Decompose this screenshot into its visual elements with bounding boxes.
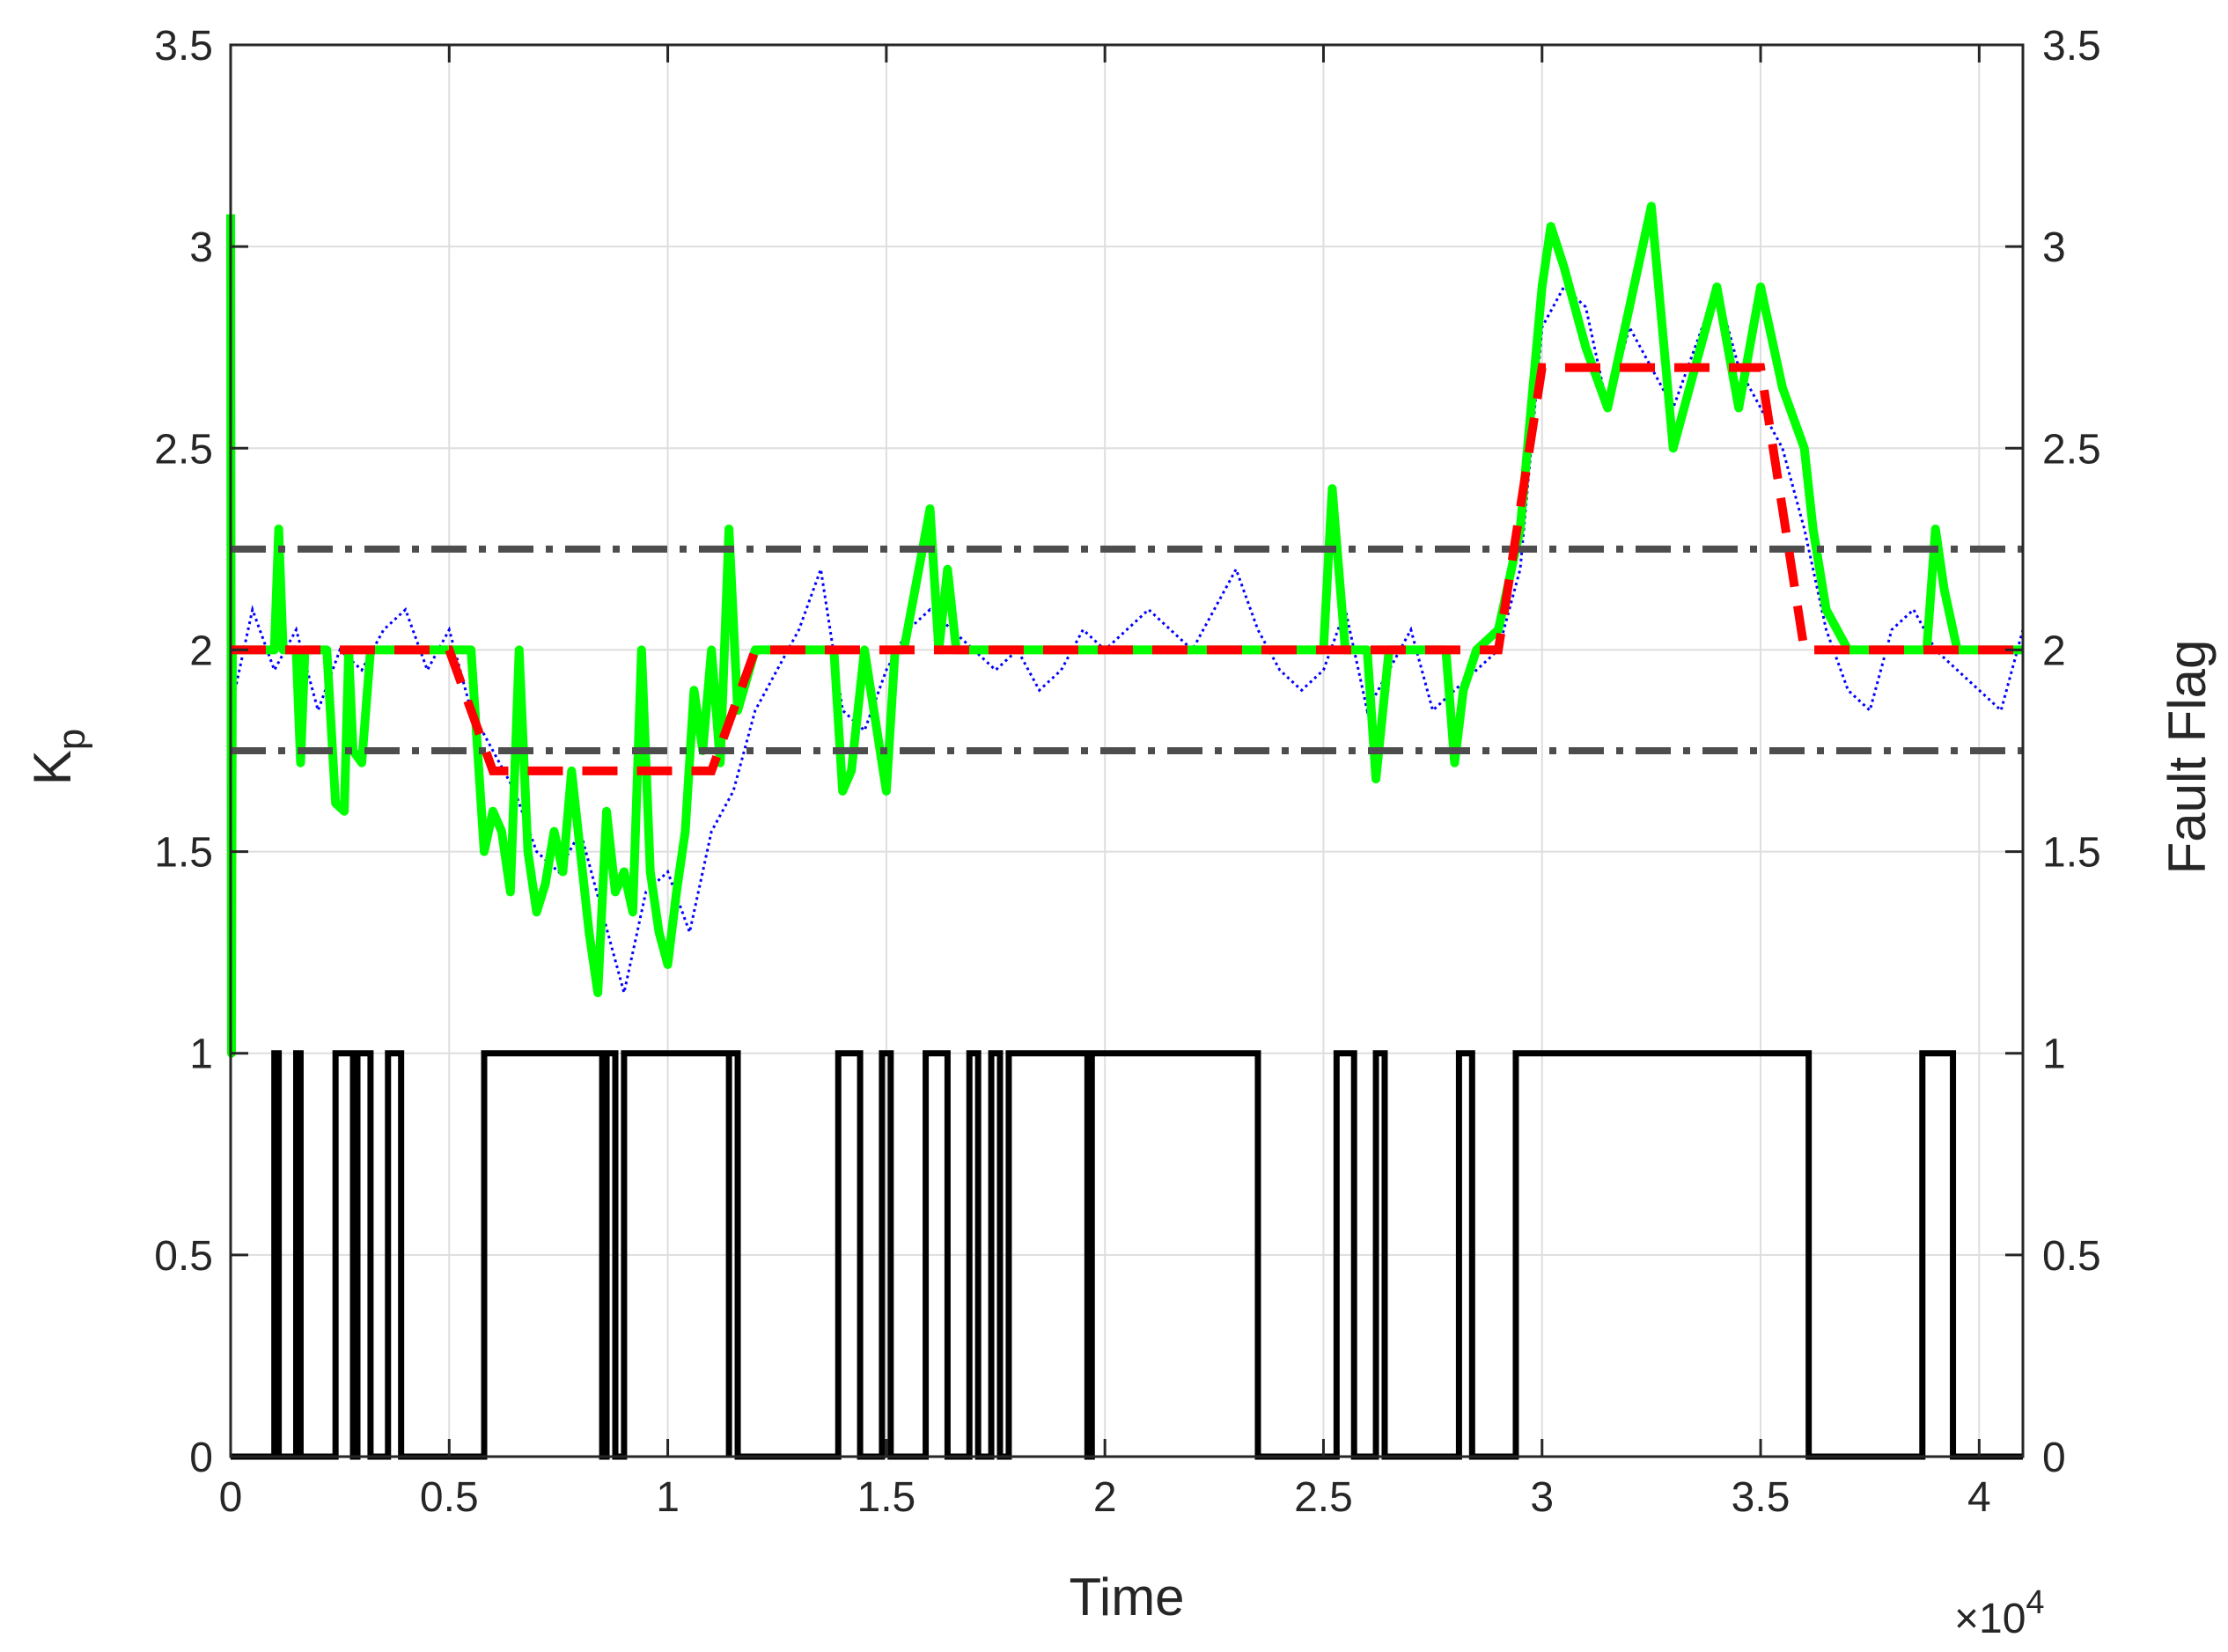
y-tick-label-right: 1.5 [2042,830,2101,877]
y-tick-label-right: 2 [2042,628,2066,674]
y-axis-title-right: Fault Flag [2158,640,2217,875]
axis-tick-labels: 0 0.5 1 1.5 2 2.5 3 3.5 40 00.5 0.51 11.5 1.52 22.5 2.… [154,23,2100,1521]
threshold-lines [231,545,2023,754]
y-axis-title-subscript: p [50,729,93,750]
series-fault-flag [231,1050,2023,1460]
fault-flag-line [231,1050,2023,1460]
y-tick-label-right: 0 [2042,1435,2066,1481]
x-tick-label: 1.5 [857,1474,916,1521]
y-tick-label-right: 0.5 [2042,1233,2101,1280]
y-axis-title-main: K [23,750,82,785]
plot-frame [229,43,2025,1458]
x-exponent-power: 4 [2026,1584,2044,1621]
y-tick-label-left: 0 [189,1435,213,1481]
x-tick-label: 2.5 [1294,1474,1353,1521]
x-tick-label: 2 [1093,1474,1117,1521]
y-tick-label-left: 2 [189,628,213,674]
x-tick-label: 1 [656,1474,680,1521]
x-tick-label: 3 [1530,1474,1554,1521]
axis-ticks [229,43,2023,1458]
y-tick-label-right: 3.5 [2042,23,2101,70]
x-tick-label: 3.5 [1732,1474,1790,1521]
y-tick-label-left: 3.5 [154,23,213,70]
y-tick-label-left: 3 [189,224,213,271]
series-reference [230,363,2024,775]
y-tick-label-right: 1 [2042,1032,2066,1078]
y-tick-label-left: 1 [189,1032,213,1078]
x-tick-label: 4 [1967,1474,1991,1521]
x-exponent-base: ×10 [1954,1596,2026,1642]
y-tick-label-right: 3 [2042,224,2066,271]
x-tick-label: 0 [219,1474,243,1521]
x-tick-label: 0.5 [420,1474,479,1521]
y-tick-label-left: 2.5 [154,426,213,473]
y-tick-label-left: 0.5 [154,1233,213,1280]
x-axis-title: Time [1069,1568,1184,1626]
y-axis-title-left: Kp [23,729,93,786]
y-tick-label-left: 1.5 [154,830,213,877]
reference-line [231,363,2023,775]
y-tick-label-right: 2.5 [2042,426,2101,473]
x-exponent-label: ×104 [1954,1584,2045,1642]
